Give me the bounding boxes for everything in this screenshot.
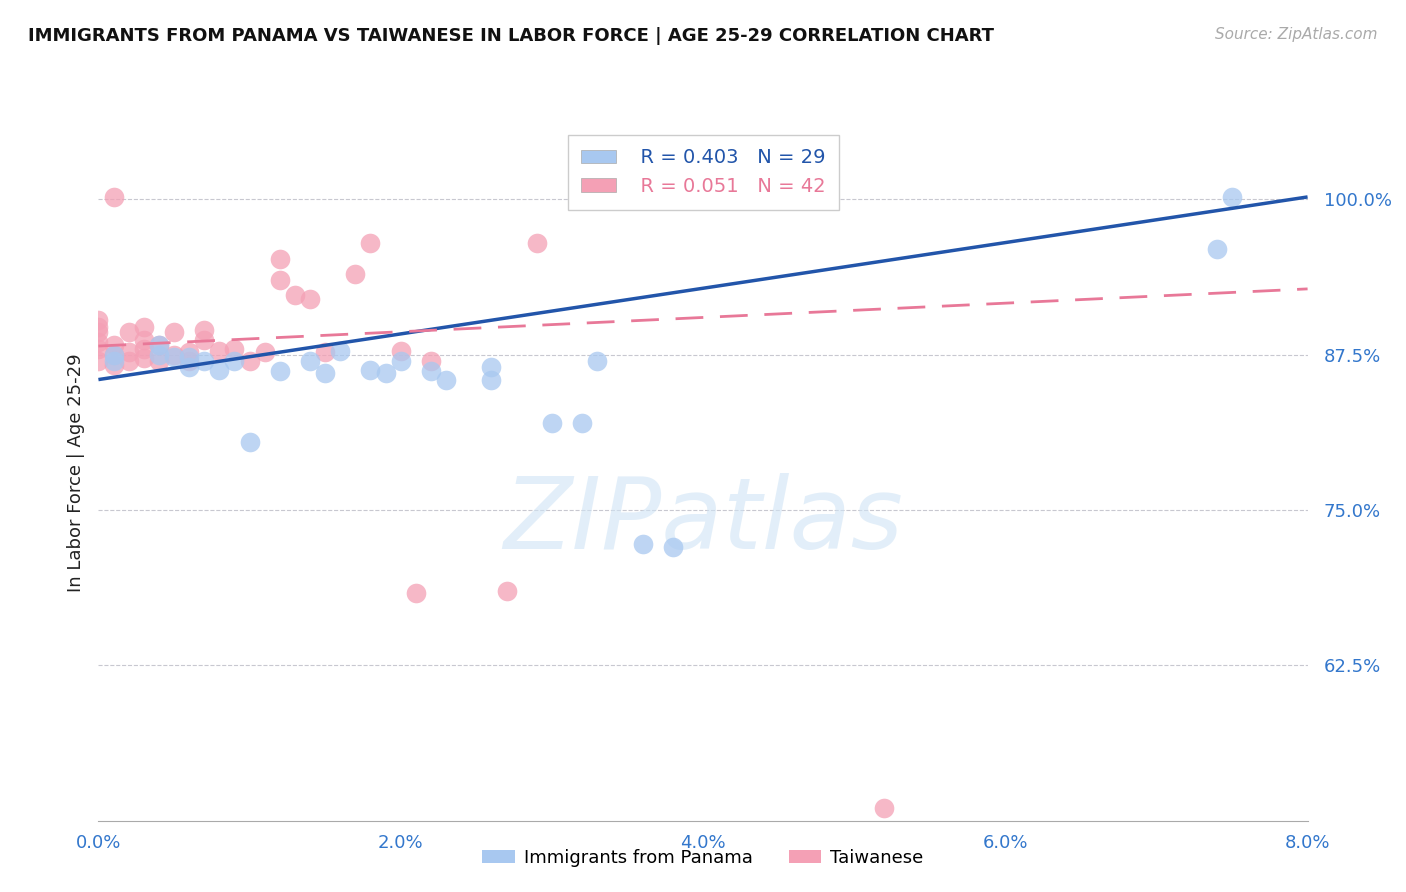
Point (87, 342, 110, 356)
Point (103, 348, 125, 362)
Y-axis label: In Labor Force | Age 25-29: In Labor Force | Age 25-29 (66, 353, 84, 592)
Point (314, 367, 336, 381)
Point (1220, 190, 1243, 204)
Text: Source: ZipAtlas.com: Source: ZipAtlas.com (1215, 27, 1378, 42)
Point (118, 345, 141, 359)
Point (359, 235, 381, 250)
Point (239, 434, 262, 449)
Point (224, 342, 246, 356)
Point (586, 354, 609, 368)
Text: ZIPatlas: ZIPatlas (503, 473, 903, 570)
Point (103, 354, 125, 368)
Point (148, 354, 170, 368)
Point (148, 338, 170, 352)
Point (269, 273, 291, 287)
Point (132, 351, 155, 366)
Point (87, 335, 110, 350)
Legend: Immigrants from Panama, Taiwanese: Immigrants from Panama, Taiwanese (475, 842, 931, 874)
Point (253, 345, 276, 359)
Point (284, 288, 307, 302)
Point (329, 343, 352, 358)
Point (103, 358, 125, 372)
Point (148, 338, 170, 352)
Point (479, 360, 503, 375)
Point (344, 267, 367, 281)
Point (299, 354, 322, 368)
Point (132, 342, 155, 356)
Point (419, 364, 441, 378)
Point (132, 333, 155, 347)
Point (87, 313, 110, 327)
Point (631, 536, 654, 550)
Point (299, 292, 322, 306)
Point (434, 373, 457, 387)
Point (1205, 242, 1229, 256)
Point (179, 350, 201, 364)
Point (374, 367, 396, 381)
Point (224, 354, 246, 368)
Point (389, 343, 412, 358)
Point (179, 360, 201, 375)
Point (571, 416, 593, 430)
Point (405, 586, 427, 600)
Point (208, 362, 231, 376)
Point (479, 373, 503, 387)
Point (208, 343, 231, 358)
Point (359, 362, 381, 376)
Point (526, 235, 548, 250)
Point (118, 326, 141, 340)
Point (314, 345, 336, 359)
Point (873, 801, 896, 815)
Point (179, 354, 201, 368)
Point (148, 348, 170, 362)
Point (269, 252, 291, 266)
Point (132, 320, 155, 334)
Point (118, 354, 141, 368)
Point (495, 583, 517, 598)
Point (193, 333, 215, 347)
Point (87, 326, 110, 340)
Point (163, 350, 186, 364)
Point (179, 345, 201, 359)
Point (661, 541, 683, 555)
Point (239, 354, 262, 368)
Point (103, 338, 125, 352)
Point (87, 354, 110, 368)
Point (193, 354, 215, 368)
Point (87, 320, 110, 334)
Point (269, 364, 291, 378)
Point (389, 354, 412, 368)
Point (103, 190, 125, 204)
Point (419, 354, 441, 368)
Point (163, 326, 186, 340)
Point (163, 348, 186, 362)
Text: IMMIGRANTS FROM PANAMA VS TAIWANESE IN LABOR FORCE | AGE 25-29 CORRELATION CHART: IMMIGRANTS FROM PANAMA VS TAIWANESE IN L… (28, 27, 994, 45)
Point (103, 348, 125, 362)
Point (540, 416, 562, 430)
Point (193, 323, 215, 337)
Legend:   R = 0.403   N = 29,   R = 0.051   N = 42: R = 0.403 N = 29, R = 0.051 N = 42 (568, 135, 839, 210)
